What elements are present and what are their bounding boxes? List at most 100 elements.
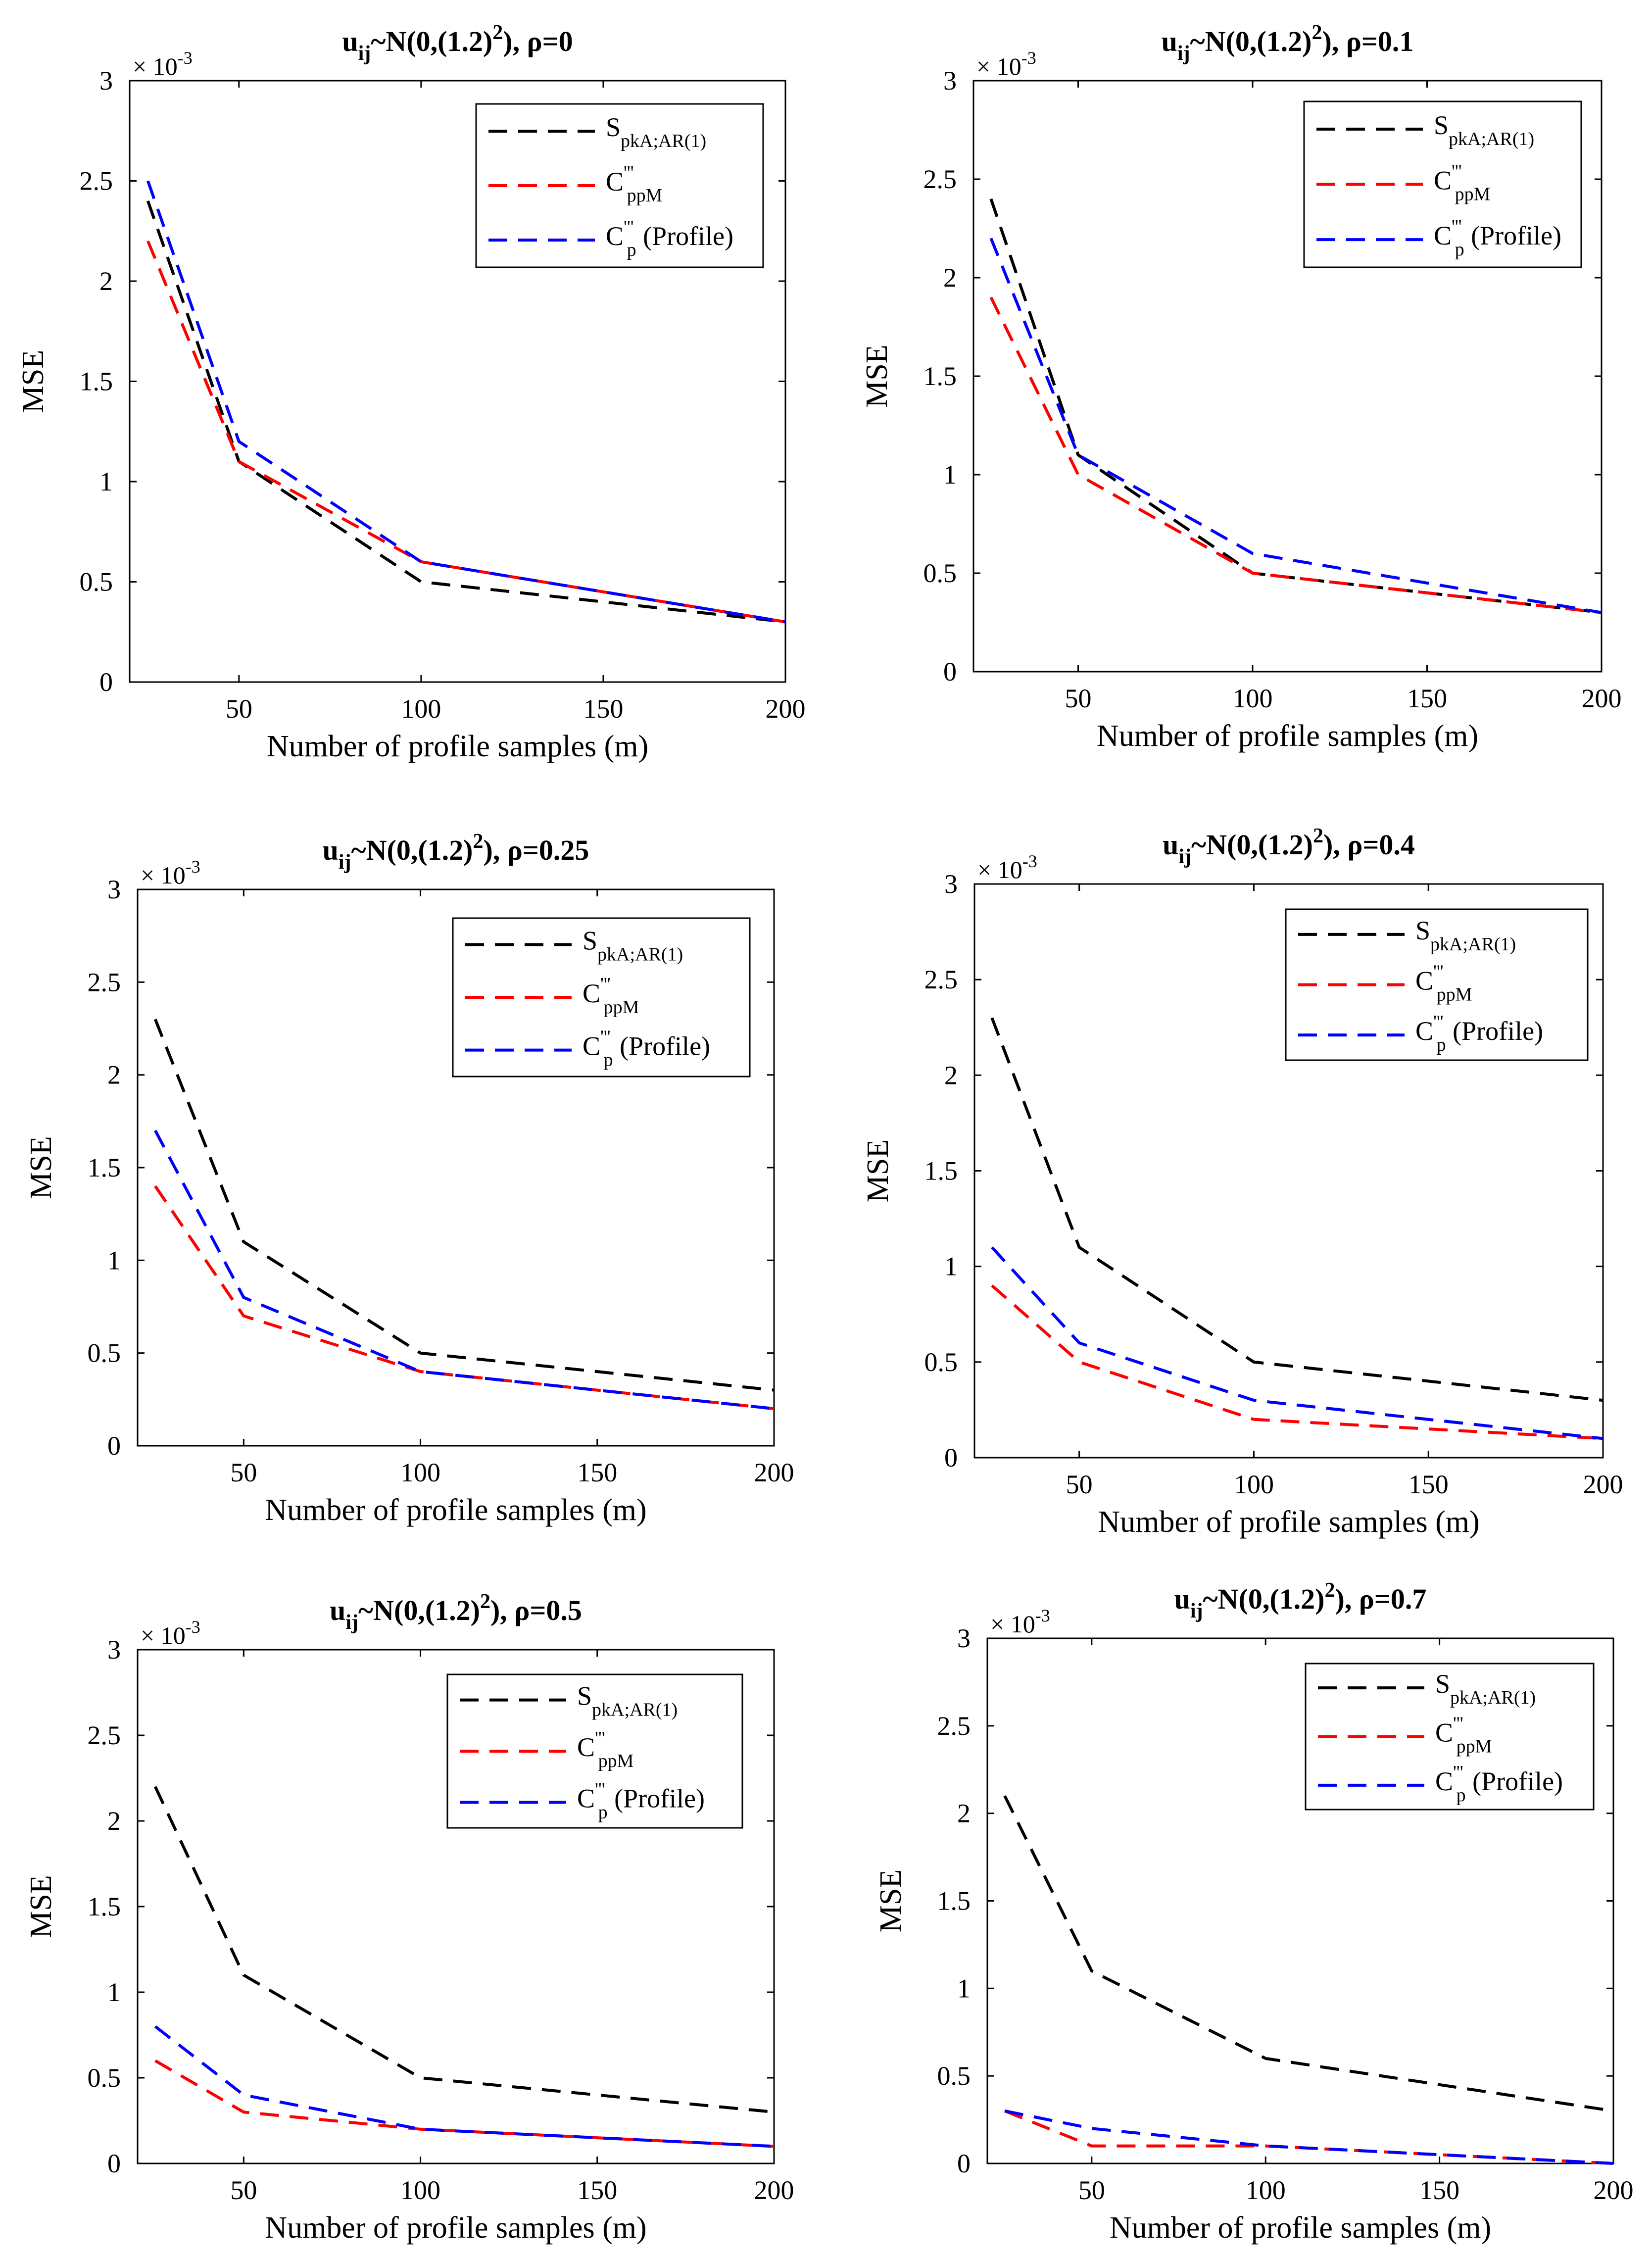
x-tick-label: 150 <box>577 2175 617 2205</box>
y-tick-label: 1.5 <box>924 1156 958 1186</box>
x-tick-label: 200 <box>1594 2175 1634 2205</box>
y-tick-label: 0.5 <box>924 1347 958 1377</box>
legend-label: SpkA;AR(1) <box>1435 1669 1536 1708</box>
y-tick-label: 0.5 <box>80 567 113 597</box>
x-tick-label: 200 <box>1582 684 1622 713</box>
y-tick-label: 3 <box>107 875 121 904</box>
x-tick-label: 150 <box>583 694 623 724</box>
y-scale-label: × 10-3 <box>141 857 200 889</box>
y-scale-label: × 10-3 <box>990 1606 1050 1638</box>
x-axis-label: Number of profile samples (m) <box>1097 719 1478 753</box>
y-tick-label: 0 <box>944 1443 958 1472</box>
x-tick-label: 150 <box>1407 684 1447 713</box>
x-tick-label: 150 <box>1419 2175 1459 2205</box>
y-axis-label: MSE <box>874 1869 908 1932</box>
x-tick-label: 100 <box>1246 2175 1286 2205</box>
chart-title: uij~N(0,(1.2)2), ρ=0.1 <box>1162 21 1414 65</box>
chart-title: uij~N(0,(1.2)2), ρ=0 <box>342 21 573 65</box>
series-line-2 <box>146 240 786 624</box>
x-axis-label: Number of profile samples (m) <box>265 1493 646 1527</box>
y-axis-label: MSE <box>861 1139 895 1202</box>
y-tick-label: 1.5 <box>937 1886 971 1916</box>
series-line-2 <box>989 296 1602 614</box>
y-scale-label: × 10-3 <box>976 48 1036 80</box>
y-tick-label: 2.5 <box>88 1720 121 1750</box>
legend-label: SpkA;AR(1) <box>577 1681 678 1720</box>
y-tick-label: 2.5 <box>80 166 113 196</box>
y-tick-label: 1 <box>107 1245 121 1275</box>
chart-panel-3: 0 0.5 1 1.5 2 2.5 3 50 100 150 200 × 10-3 Number of … <box>24 830 794 1527</box>
legend-label: C''' ppM <box>1434 161 1490 205</box>
x-tick-label: 50 <box>1066 1470 1093 1499</box>
y-axis-label: MSE <box>16 350 50 413</box>
legend-label: C''' p (Profile) <box>1434 216 1561 260</box>
legend-label: SpkA;AR(1) <box>1434 110 1534 149</box>
legend-label: SpkA;AR(1) <box>606 112 706 151</box>
series-line-3 <box>991 1246 1603 1440</box>
x-tick-label: 50 <box>230 1458 257 1487</box>
y-tick-label: 3 <box>944 869 958 899</box>
x-axis-label: Number of profile samples (m) <box>267 730 648 763</box>
x-tick-label: 200 <box>766 694 806 724</box>
y-tick-label: 2 <box>943 263 957 293</box>
chart-title: uij~N(0,(1.2)2), ρ=0.25 <box>323 830 589 874</box>
y-tick-label: 3 <box>943 66 957 96</box>
y-tick-label: 3 <box>107 1635 121 1665</box>
legend-label: C''' ppM <box>583 974 639 1018</box>
x-tick-label: 50 <box>226 694 252 724</box>
x-axis-label: Number of profile samples (m) <box>1110 2211 1491 2245</box>
y-tick-label: 3 <box>99 66 113 96</box>
series-line-2 <box>154 1185 775 1411</box>
y-tick-label: 0 <box>957 2149 971 2178</box>
y-tick-label: 0 <box>99 667 113 697</box>
y-tick-label: 1 <box>944 1252 958 1281</box>
y-tick-label: 0.5 <box>88 2063 121 2093</box>
y-tick-label: 1.5 <box>923 361 957 391</box>
legend-label: C''' ppM <box>1435 1714 1492 1757</box>
series-line-2 <box>991 1284 1603 1440</box>
legend-label: C''' p (Profile) <box>577 1779 705 1822</box>
y-tick-label: 2 <box>107 1060 121 1090</box>
y-tick-label: 0.5 <box>88 1338 121 1368</box>
x-tick-label: 100 <box>401 694 441 724</box>
x-tick-label: 200 <box>1583 1470 1623 1499</box>
x-tick-label: 50 <box>230 2175 257 2205</box>
x-axis-label: Number of profile samples (m) <box>1098 1505 1479 1539</box>
y-tick-label: 1 <box>99 467 113 496</box>
y-tick-label: 2.5 <box>924 965 958 994</box>
series-line-1 <box>153 1786 775 2114</box>
y-tick-label: 0 <box>107 1431 121 1461</box>
x-tick-label: 150 <box>1409 1470 1449 1499</box>
series-line-3 <box>989 238 1602 614</box>
x-tick-label: 100 <box>1233 684 1273 713</box>
y-tick-label: 1 <box>107 1977 121 2007</box>
y-scale-label: × 10-3 <box>133 48 193 80</box>
x-tick-label: 200 <box>754 2175 794 2205</box>
chart-title: uij~N(0,(1.2)2), ρ=0.5 <box>330 1590 582 1634</box>
series-line-2 <box>154 2059 775 2148</box>
y-tick-label: 0 <box>107 2149 121 2178</box>
chart-title: uij~N(0,(1.2)2), ρ=0.4 <box>1163 825 1415 868</box>
y-axis-label: MSE <box>860 344 894 407</box>
y-scale-label: × 10-3 <box>977 851 1037 883</box>
legend-label: SpkA;AR(1) <box>1415 916 1516 955</box>
y-scale-label: × 10-3 <box>141 1617 200 1649</box>
y-tick-label: 2 <box>107 1806 121 1836</box>
legend-label: C''' p (Profile) <box>606 217 733 260</box>
x-tick-label: 150 <box>577 1458 617 1487</box>
series-line-3 <box>1004 2109 1614 2165</box>
chart-title: uij~N(0,(1.2)2), ρ=0.7 <box>1174 1579 1427 1622</box>
y-tick-label: 2.5 <box>923 164 957 194</box>
chart-panel-1: 0 0.5 1 1.5 2 2.5 3 50 100 150 200 × 10-3 Number of … <box>16 21 806 763</box>
series-line-2 <box>1004 2110 1614 2165</box>
y-tick-label: 0 <box>943 657 957 687</box>
y-tick-label: 1 <box>957 1973 971 2003</box>
legend-label: C''' p (Profile) <box>1435 1762 1563 1806</box>
x-tick-label: 100 <box>1234 1470 1274 1499</box>
legend-label: C''' ppM <box>1415 962 1472 1005</box>
y-tick-label: 0.5 <box>937 2061 971 2091</box>
legend-label: SpkA;AR(1) <box>583 926 683 965</box>
y-tick-label: 1.5 <box>80 367 113 396</box>
chart-panel-6: 0 0.5 1 1.5 2 2.5 3 50 100 150 200 × 10-3 Number of … <box>874 1579 1634 2245</box>
